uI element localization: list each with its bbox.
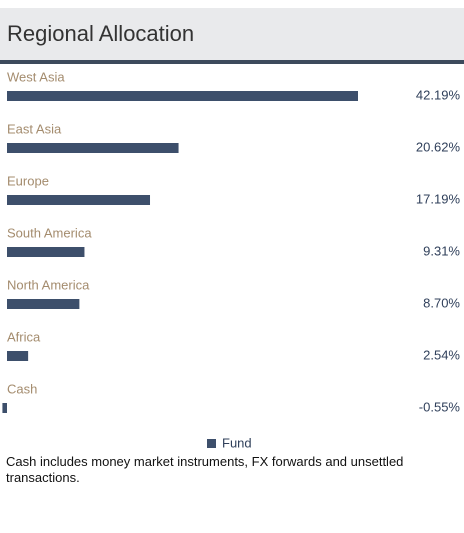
chart-title: Regional Allocation <box>7 21 194 46</box>
header-band <box>0 8 464 60</box>
bar <box>7 195 151 205</box>
category-label: West Asia <box>7 69 65 84</box>
value-label: -0.55% <box>419 399 461 414</box>
bar <box>7 91 358 101</box>
value-label: 2.54% <box>423 347 460 362</box>
header-rule <box>0 60 464 64</box>
bar <box>7 351 29 361</box>
value-label: 9.31% <box>423 243 460 258</box>
value-label: 42.19% <box>416 87 461 102</box>
category-label: Cash <box>7 381 37 396</box>
category-label: Africa <box>7 329 41 344</box>
bar <box>7 143 179 153</box>
legend-label: Fund <box>222 435 252 450</box>
bar <box>2 403 7 413</box>
category-label: South America <box>7 225 92 240</box>
footnote: Cash includes money market instruments, … <box>6 454 404 485</box>
category-label: North America <box>7 277 90 292</box>
category-label: Europe <box>7 173 49 188</box>
value-label: 20.62% <box>416 139 461 154</box>
value-label: 17.19% <box>416 191 461 206</box>
bar <box>7 299 80 309</box>
chart: Regional Allocation West Asia 42.19% East … <box>0 8 464 450</box>
legend-swatch <box>207 439 216 448</box>
bar <box>7 247 85 257</box>
value-label: 8.70% <box>423 295 460 310</box>
category-label: East Asia <box>7 121 62 136</box>
